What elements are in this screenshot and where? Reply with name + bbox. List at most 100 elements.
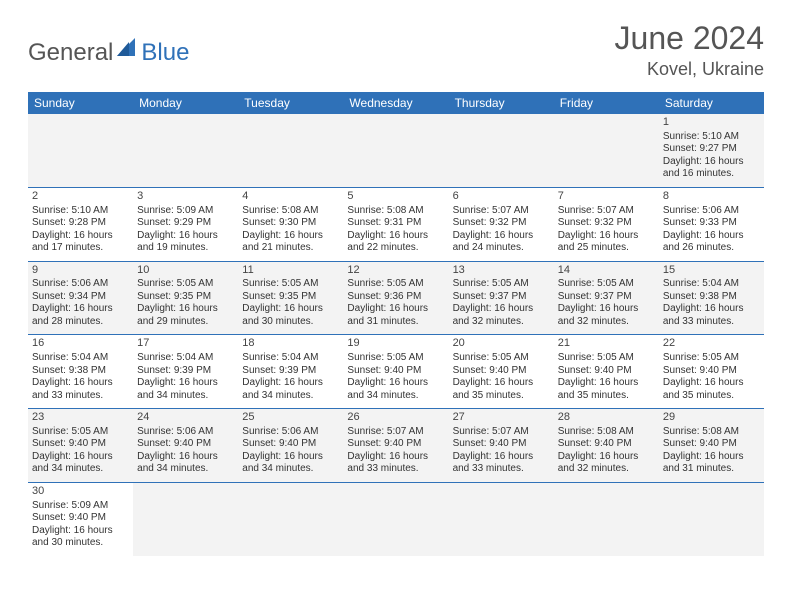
day-number: 19 — [347, 337, 444, 351]
day-number: 18 — [242, 337, 339, 351]
day-number: 1 — [663, 116, 760, 130]
calendar-day-cell — [554, 482, 659, 555]
weekday-header-row: Sunday Monday Tuesday Wednesday Thursday… — [28, 92, 764, 114]
daylight-text: Daylight: 16 hours and 26 minutes. — [663, 230, 760, 255]
weekday-header: Thursday — [449, 92, 554, 114]
daylight-text: Daylight: 16 hours and 34 minutes. — [32, 451, 129, 476]
sunset-text: Sunset: 9:40 PM — [663, 438, 760, 451]
calendar-day-cell: 12Sunrise: 5:05 AMSunset: 9:36 PMDayligh… — [343, 261, 448, 335]
day-number: 11 — [242, 264, 339, 278]
daylight-text: Daylight: 16 hours and 35 minutes. — [453, 377, 550, 402]
calendar-day-cell: 23Sunrise: 5:05 AMSunset: 9:40 PMDayligh… — [28, 409, 133, 483]
sunset-text: Sunset: 9:40 PM — [347, 365, 444, 378]
page-header: General Blue June 2024 Kovel, Ukraine — [28, 20, 764, 80]
sunset-text: Sunset: 9:36 PM — [347, 291, 444, 304]
calendar-day-cell: 9Sunrise: 5:06 AMSunset: 9:34 PMDaylight… — [28, 261, 133, 335]
weekday-header: Wednesday — [343, 92, 448, 114]
sunset-text: Sunset: 9:40 PM — [242, 438, 339, 451]
sunrise-text: Sunrise: 5:06 AM — [242, 426, 339, 439]
daylight-text: Daylight: 16 hours and 24 minutes. — [453, 230, 550, 255]
calendar-day-cell: 18Sunrise: 5:04 AMSunset: 9:39 PMDayligh… — [238, 335, 343, 409]
calendar-table: Sunday Monday Tuesday Wednesday Thursday… — [28, 92, 764, 556]
day-number: 15 — [663, 264, 760, 278]
sunset-text: Sunset: 9:29 PM — [137, 217, 234, 230]
daylight-text: Daylight: 16 hours and 33 minutes. — [663, 303, 760, 328]
sail-icon — [117, 38, 139, 61]
weekday-header: Monday — [133, 92, 238, 114]
sunset-text: Sunset: 9:39 PM — [137, 365, 234, 378]
calendar-week-row: 9Sunrise: 5:06 AMSunset: 9:34 PMDaylight… — [28, 261, 764, 335]
sunrise-text: Sunrise: 5:05 AM — [242, 278, 339, 291]
sunrise-text: Sunrise: 5:05 AM — [558, 278, 655, 291]
sunrise-text: Sunrise: 5:09 AM — [137, 205, 234, 218]
title-block: June 2024 Kovel, Ukraine — [615, 20, 764, 80]
sunrise-text: Sunrise: 5:08 AM — [558, 426, 655, 439]
sunset-text: Sunset: 9:40 PM — [558, 365, 655, 378]
sunset-text: Sunset: 9:38 PM — [663, 291, 760, 304]
sunset-text: Sunset: 9:40 PM — [453, 438, 550, 451]
calendar-day-cell: 2Sunrise: 5:10 AMSunset: 9:28 PMDaylight… — [28, 187, 133, 261]
daylight-text: Daylight: 16 hours and 32 minutes. — [558, 451, 655, 476]
calendar-week-row: 1Sunrise: 5:10 AMSunset: 9:27 PMDaylight… — [28, 114, 764, 187]
calendar-day-cell: 6Sunrise: 5:07 AMSunset: 9:32 PMDaylight… — [449, 187, 554, 261]
calendar-day-cell: 24Sunrise: 5:06 AMSunset: 9:40 PMDayligh… — [133, 409, 238, 483]
day-number: 9 — [32, 264, 129, 278]
sunrise-text: Sunrise: 5:05 AM — [32, 426, 129, 439]
calendar-day-cell — [28, 114, 133, 187]
brand-part1: General — [28, 39, 113, 67]
day-number: 28 — [558, 411, 655, 425]
calendar-day-cell — [554, 114, 659, 187]
day-number: 8 — [663, 190, 760, 204]
daylight-text: Daylight: 16 hours and 32 minutes. — [558, 303, 655, 328]
day-number: 26 — [347, 411, 444, 425]
day-number: 3 — [137, 190, 234, 204]
sunset-text: Sunset: 9:40 PM — [32, 512, 129, 525]
sunset-text: Sunset: 9:28 PM — [32, 217, 129, 230]
day-number: 4 — [242, 190, 339, 204]
day-number: 6 — [453, 190, 550, 204]
sunset-text: Sunset: 9:37 PM — [453, 291, 550, 304]
daylight-text: Daylight: 16 hours and 33 minutes. — [32, 377, 129, 402]
daylight-text: Daylight: 16 hours and 29 minutes. — [137, 303, 234, 328]
day-number: 25 — [242, 411, 339, 425]
daylight-text: Daylight: 16 hours and 35 minutes. — [558, 377, 655, 402]
day-number: 16 — [32, 337, 129, 351]
sunset-text: Sunset: 9:40 PM — [453, 365, 550, 378]
sunrise-text: Sunrise: 5:08 AM — [663, 426, 760, 439]
sunset-text: Sunset: 9:35 PM — [242, 291, 339, 304]
day-number: 13 — [453, 264, 550, 278]
calendar-page: General Blue June 2024 Kovel, Ukraine Su… — [0, 0, 792, 576]
sunrise-text: Sunrise: 5:04 AM — [32, 352, 129, 365]
sunrise-text: Sunrise: 5:08 AM — [242, 205, 339, 218]
month-title: June 2024 — [615, 20, 764, 57]
calendar-day-cell: 26Sunrise: 5:07 AMSunset: 9:40 PMDayligh… — [343, 409, 448, 483]
sunset-text: Sunset: 9:33 PM — [663, 217, 760, 230]
weekday-header: Tuesday — [238, 92, 343, 114]
daylight-text: Daylight: 16 hours and 30 minutes. — [32, 525, 129, 550]
calendar-day-cell: 13Sunrise: 5:05 AMSunset: 9:37 PMDayligh… — [449, 261, 554, 335]
calendar-day-cell: 8Sunrise: 5:06 AMSunset: 9:33 PMDaylight… — [659, 187, 764, 261]
daylight-text: Daylight: 16 hours and 21 minutes. — [242, 230, 339, 255]
sunrise-text: Sunrise: 5:04 AM — [663, 278, 760, 291]
calendar-day-cell: 29Sunrise: 5:08 AMSunset: 9:40 PMDayligh… — [659, 409, 764, 483]
calendar-day-cell: 20Sunrise: 5:05 AMSunset: 9:40 PMDayligh… — [449, 335, 554, 409]
weekday-header: Saturday — [659, 92, 764, 114]
daylight-text: Daylight: 16 hours and 19 minutes. — [137, 230, 234, 255]
sunrise-text: Sunrise: 5:06 AM — [663, 205, 760, 218]
daylight-text: Daylight: 16 hours and 34 minutes. — [242, 377, 339, 402]
sunrise-text: Sunrise: 5:06 AM — [137, 426, 234, 439]
sunrise-text: Sunrise: 5:06 AM — [32, 278, 129, 291]
day-number: 5 — [347, 190, 444, 204]
calendar-day-cell — [343, 114, 448, 187]
day-number: 27 — [453, 411, 550, 425]
daylight-text: Daylight: 16 hours and 34 minutes. — [137, 377, 234, 402]
calendar-day-cell: 27Sunrise: 5:07 AMSunset: 9:40 PMDayligh… — [449, 409, 554, 483]
day-number: 20 — [453, 337, 550, 351]
sunrise-text: Sunrise: 5:08 AM — [347, 205, 444, 218]
day-number: 14 — [558, 264, 655, 278]
calendar-day-cell — [449, 114, 554, 187]
daylight-text: Daylight: 16 hours and 22 minutes. — [347, 230, 444, 255]
calendar-day-cell: 25Sunrise: 5:06 AMSunset: 9:40 PMDayligh… — [238, 409, 343, 483]
calendar-day-cell: 15Sunrise: 5:04 AMSunset: 9:38 PMDayligh… — [659, 261, 764, 335]
sunrise-text: Sunrise: 5:05 AM — [453, 352, 550, 365]
